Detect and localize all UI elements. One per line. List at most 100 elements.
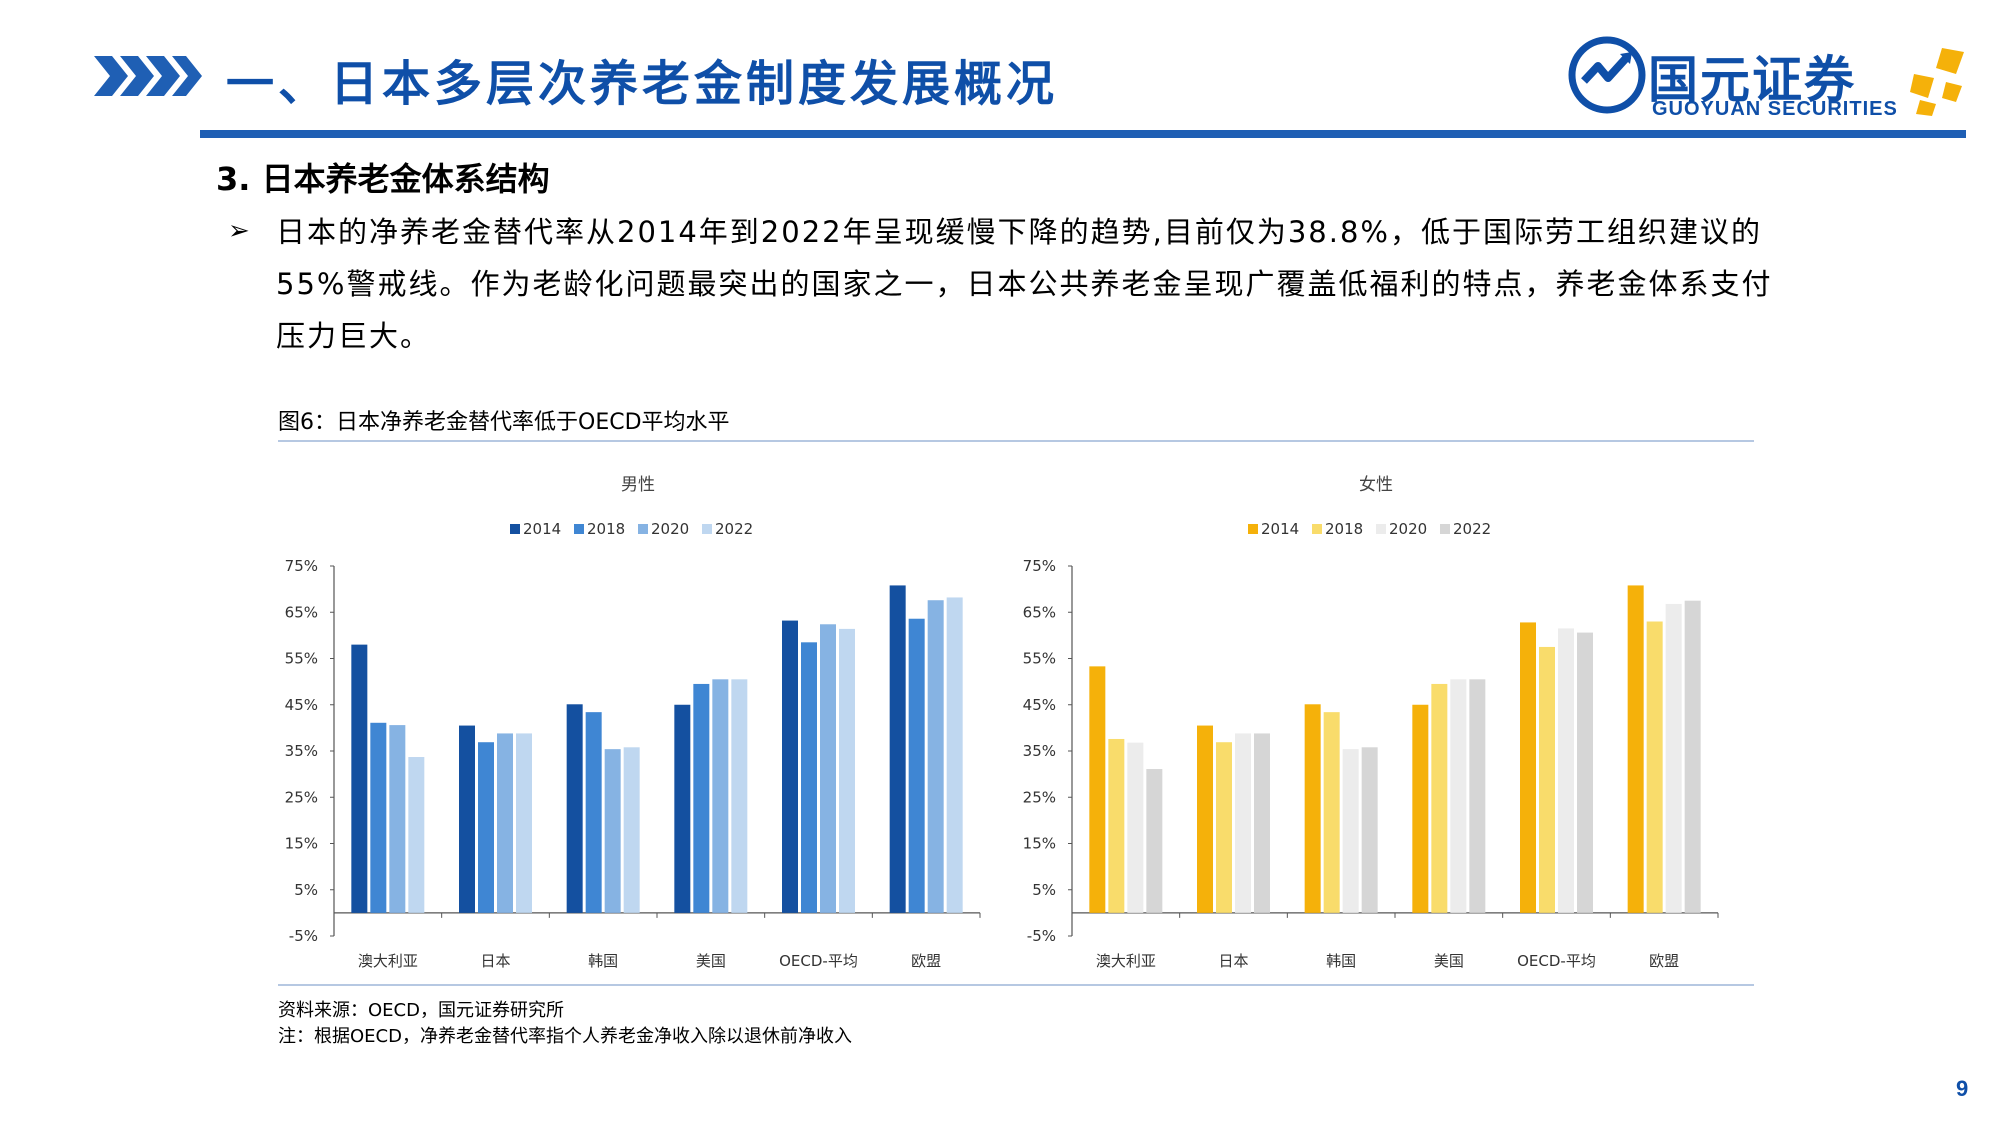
bar — [1127, 742, 1144, 913]
bar — [370, 722, 387, 913]
bar — [1304, 704, 1321, 913]
chevron-arrows-icon — [94, 56, 202, 96]
legend-label: 2018 — [587, 520, 625, 538]
bar — [389, 725, 406, 913]
x-tick-label: 日本 — [480, 952, 510, 970]
bar — [1627, 585, 1644, 913]
legend-swatch — [638, 524, 648, 534]
bar — [351, 644, 368, 913]
bar — [497, 733, 513, 913]
bar — [1520, 622, 1536, 913]
chart-female: 女性 2014 2018 2020 2022 75% 65% 55% 45% 35% 25% 15% 5… — [1023, 475, 1719, 970]
y-tick-label: 15% — [1023, 835, 1056, 853]
x-tick-label: 欧盟 — [911, 952, 941, 970]
figure-title: 图6：日本净养老金替代率低于OECD平均水平 — [278, 410, 730, 435]
x-tick-label: 美国 — [696, 952, 726, 970]
y-tick-label: -5% — [289, 927, 318, 945]
chart-title: 女性 — [1359, 475, 1393, 495]
logo-text-en: GUOYUAN SECURITIES — [1652, 98, 1898, 120]
bar — [459, 725, 475, 913]
y-tick-label: 35% — [1023, 742, 1056, 760]
bar — [946, 597, 963, 913]
legend-label: 2022 — [715, 520, 753, 538]
bullet-arrow-icon: ➢ — [228, 216, 250, 246]
bar — [1323, 712, 1340, 913]
y-tick-label: 25% — [1023, 788, 1056, 806]
bar — [1450, 679, 1467, 913]
y-tick-label: 75% — [285, 557, 318, 575]
figure-bottom-rule — [278, 984, 1754, 986]
legend-label: 2020 — [651, 520, 689, 538]
x-tick-label: 澳大利亚 — [1096, 952, 1156, 970]
bar — [516, 733, 532, 913]
x-tick-label: OECD-平均 — [779, 952, 858, 970]
bar — [1684, 600, 1701, 913]
bar — [820, 624, 836, 913]
footnote: 注：根据OECD，净养老金替代率指个人养老金净收入除以退休前净收入 — [278, 1026, 852, 1047]
y-tick-label: 65% — [285, 603, 318, 621]
bar — [1235, 733, 1251, 913]
bar — [585, 712, 602, 913]
bar — [782, 620, 798, 913]
x-tick-label: 日本 — [1218, 952, 1248, 970]
legend-swatch — [1312, 524, 1322, 534]
bar — [1254, 733, 1270, 913]
page-title: 一、日本多层次养老金制度发展概况 — [226, 56, 1059, 112]
bar — [927, 600, 944, 913]
bar — [1146, 769, 1163, 913]
y-tick-label: -5% — [1027, 927, 1056, 945]
bar — [1558, 628, 1574, 913]
chart-male: 男性 2014 2018 2020 2022 75% 65% 55% 45% 35% 25% 15% 5… — [285, 475, 981, 970]
y-tick-label: 15% — [285, 835, 318, 853]
body-paragraph: 日本的净养老金替代率从2014年到2022年呈现缓慢下降的趋势,目前仅为38.8… — [276, 215, 1773, 353]
y-tick-label: 65% — [1023, 603, 1056, 621]
legend-swatch — [1248, 524, 1258, 534]
legend-swatch — [1376, 524, 1386, 534]
bar — [1089, 666, 1106, 913]
legend-swatch — [702, 524, 712, 534]
bar — [1197, 725, 1213, 913]
y-tick-label: 45% — [1023, 696, 1056, 714]
legend-label: 2014 — [523, 520, 561, 538]
bar — [889, 585, 906, 913]
bar — [1646, 621, 1663, 913]
bar — [1431, 683, 1448, 913]
y-tick-label: 5% — [294, 881, 318, 899]
logo-star-icon — [1910, 48, 1964, 116]
y-tick-label: 55% — [1023, 650, 1056, 668]
y-tick-label: 5% — [1032, 881, 1056, 899]
legend-label: 2018 — [1325, 520, 1363, 538]
bar — [478, 742, 494, 913]
bar — [908, 618, 925, 913]
bar — [1412, 704, 1429, 913]
bar — [731, 679, 748, 913]
x-tick-label: 澳大利亚 — [358, 952, 418, 970]
header-divider — [200, 130, 1966, 138]
bar — [1665, 603, 1682, 913]
bar — [674, 704, 691, 913]
page-number: 9 — [1956, 1076, 1969, 1101]
x-tick-label: 美国 — [1434, 952, 1464, 970]
chart-title: 男性 — [621, 475, 655, 495]
bar — [1361, 747, 1378, 913]
section-title: 3. 日本养老金体系结构 — [216, 160, 550, 198]
y-tick-label: 75% — [1023, 557, 1056, 575]
bar — [712, 679, 729, 913]
legend-label: 2020 — [1389, 520, 1427, 538]
bar — [693, 683, 710, 913]
y-tick-label: 45% — [285, 696, 318, 714]
legend-label: 2014 — [1261, 520, 1299, 538]
logo-text-cn: 国元证券 — [1648, 51, 1856, 109]
legend-swatch — [1440, 524, 1450, 534]
x-tick-label: OECD-平均 — [1517, 952, 1596, 970]
x-tick-label: 韩国 — [588, 952, 618, 970]
bar — [623, 747, 640, 913]
bar — [1216, 742, 1232, 913]
figure-top-rule — [278, 440, 1754, 442]
legend-swatch — [574, 524, 584, 534]
source-note: 资料来源：OECD，国元证券研究所 — [278, 1000, 564, 1021]
logo-emblem-icon — [1568, 36, 1646, 114]
bar — [1469, 679, 1486, 913]
y-tick-label: 25% — [285, 788, 318, 806]
bar — [1342, 749, 1359, 913]
